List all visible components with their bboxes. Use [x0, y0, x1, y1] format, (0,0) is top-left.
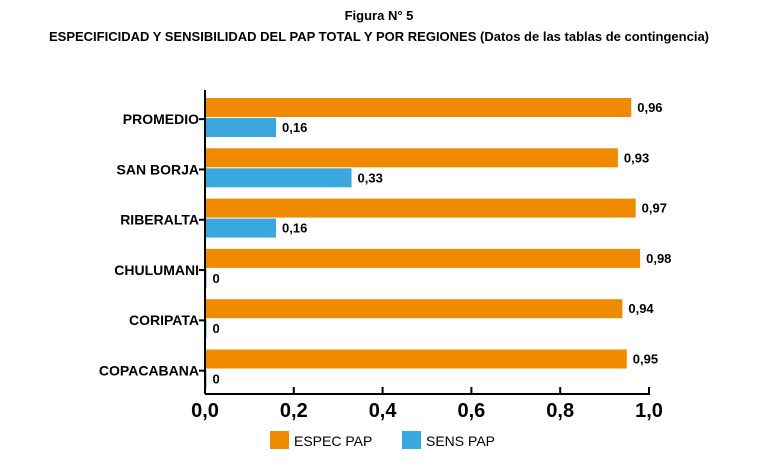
category-label: PROMEDIO — [123, 111, 199, 127]
chart-subtitle: ESPECIFICIDAD Y SENSIBILIDAD DEL PAP TOT… — [48, 29, 710, 44]
bar-espec-pap — [205, 299, 623, 319]
category-label: SAN BORJA — [117, 161, 199, 177]
bar-espec-pap — [205, 148, 618, 168]
x-tick-label: 0,6 — [457, 400, 485, 422]
legend-label: ESPEC PAP — [294, 433, 372, 449]
data-label: 0,16 — [282, 120, 307, 135]
legend-swatch — [270, 431, 289, 449]
x-tick-label: 1,0 — [635, 400, 663, 422]
data-label: 0 — [213, 372, 220, 387]
data-label: 0 — [213, 321, 220, 336]
bar-sens-pap — [205, 118, 277, 137]
bar-espec-pap — [205, 349, 627, 369]
data-label: 0 — [213, 271, 220, 286]
category-label: CORIPATA — [129, 312, 199, 328]
bar-espec-pap — [205, 248, 641, 268]
data-label: 0,97 — [642, 201, 667, 216]
category-label: COPACABANA — [99, 363, 199, 379]
bar-sens-pap — [205, 218, 277, 238]
data-label: 0,95 — [633, 352, 658, 367]
x-tick-label: 0,4 — [369, 400, 398, 422]
data-label: 0,96 — [637, 100, 662, 115]
bar-sens-pap — [205, 168, 352, 188]
data-label: 0,98 — [646, 251, 671, 266]
data-label: 0,94 — [628, 301, 654, 316]
x-tick-label: 0,0 — [191, 400, 219, 422]
bar-espec-pap — [205, 98, 632, 117]
data-label: 0,93 — [624, 150, 649, 165]
legend-label: SENS PAP — [426, 433, 495, 449]
data-label: 0,16 — [282, 221, 307, 236]
category-label: RIBERALTA — [120, 212, 199, 228]
chart-title: Figura N° 5 — [344, 8, 414, 23]
bar-espec-pap — [205, 198, 636, 218]
x-tick-label: 0,8 — [546, 400, 574, 422]
x-tick-label: 0,2 — [280, 400, 308, 422]
category-label: CHULUMANI — [114, 262, 199, 278]
legend-swatch — [402, 431, 421, 449]
data-label: 0,33 — [358, 170, 383, 185]
